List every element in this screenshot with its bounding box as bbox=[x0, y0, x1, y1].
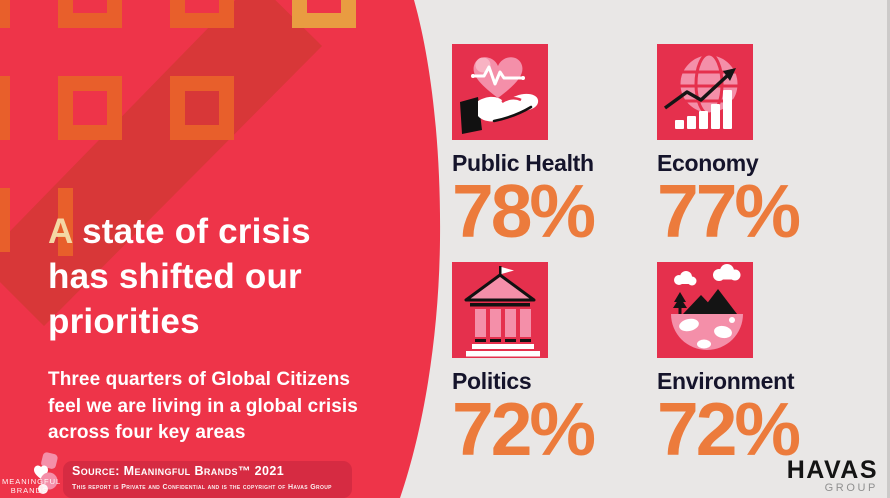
stat-value: 77% bbox=[657, 169, 801, 253]
brand-name-line-1: MEANINGFUL bbox=[2, 477, 62, 486]
stat-politics: Politics 72% bbox=[452, 262, 657, 471]
subtext-line-3: across four key areas bbox=[48, 422, 246, 443]
havas-wordmark: HAVAS bbox=[786, 456, 878, 484]
pattern-square-yellow bbox=[292, 0, 356, 28]
economy-globe-chart-icon bbox=[663, 52, 741, 129]
stat-value: 78% bbox=[452, 169, 596, 253]
meaningful-brands-logo: MEANINGFUL BRANDS bbox=[2, 449, 64, 498]
stat-public-health: Public Health 78% bbox=[452, 44, 657, 253]
stat-label: Politics bbox=[452, 368, 532, 394]
stat-value: 72% bbox=[657, 387, 801, 471]
stat-label: Economy bbox=[657, 150, 759, 176]
headline-line-1: A state of crisis bbox=[48, 209, 418, 254]
headline-line-2: has shifted our bbox=[48, 257, 302, 297]
politics-tile bbox=[452, 262, 548, 358]
headline: A state of crisis has shifted our priori… bbox=[48, 209, 418, 344]
brand-name-line-2: BRANDS bbox=[10, 486, 48, 495]
subtext-line-2: feel we are living in a global crisis bbox=[48, 395, 358, 417]
confidential-text: This report is Private and Confidential … bbox=[72, 484, 332, 491]
economy-tile bbox=[657, 44, 753, 140]
public-health-heart-hand-icon bbox=[460, 57, 539, 134]
stat-environment: Environment 72% bbox=[657, 262, 862, 471]
meaningful-brands-wordmark: MEANINGFUL BRANDS bbox=[2, 477, 62, 495]
headline-lead-char: A bbox=[48, 212, 73, 252]
stat-label: Environment bbox=[657, 368, 795, 394]
footer-bar bbox=[63, 461, 352, 498]
source-text: Source: Meaningful Brands™ 2021 bbox=[72, 464, 285, 478]
stat-economy: Economy 77% bbox=[657, 44, 862, 253]
left-panel bbox=[0, 0, 441, 498]
subtext-line-1: Three quarters of Global Citizens bbox=[48, 369, 351, 390]
pattern-stripe bbox=[58, 188, 73, 256]
environment-globe-nature-icon bbox=[671, 264, 743, 350]
meaningful-brands-glyph-icon bbox=[34, 452, 58, 494]
havas-group-sub: GROUP bbox=[824, 482, 878, 494]
politics-government-building-icon bbox=[464, 266, 540, 357]
environment-tile bbox=[657, 262, 753, 358]
stat-value: 72% bbox=[452, 387, 596, 471]
stat-label: Public Health bbox=[452, 150, 594, 176]
right-edge-strip bbox=[887, 0, 890, 498]
subtext: Three quarters of Global Citizens feel w… bbox=[48, 367, 428, 447]
public-health-tile bbox=[452, 44, 548, 140]
havas-group-logo: HAVAS GROUP bbox=[786, 456, 878, 495]
headline-line-1-rest: state of crisis bbox=[72, 212, 311, 252]
headline-line-3: priorities bbox=[48, 302, 200, 342]
squares-pattern bbox=[0, 0, 356, 498]
